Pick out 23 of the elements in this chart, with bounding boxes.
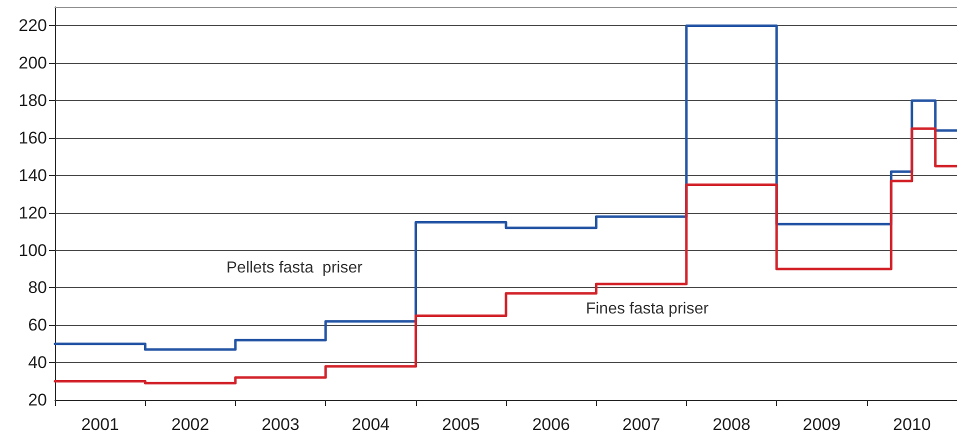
y-tick-label: 180 xyxy=(18,91,47,110)
y-tick-label: 160 xyxy=(18,128,47,148)
y-tick-label: 140 xyxy=(18,166,47,185)
x-tick-label: 2008 xyxy=(712,415,750,434)
y-tick-label: 20 xyxy=(28,390,47,410)
x-tick-label: 2005 xyxy=(442,415,480,434)
x-tick-label: 2004 xyxy=(352,415,390,434)
x-tick-label: 2009 xyxy=(802,415,841,434)
x-tick-label: 2001 xyxy=(81,415,120,434)
x-tick-label: 2003 xyxy=(262,415,300,434)
y-tick-label: 40 xyxy=(28,353,47,372)
x-tick-label: 2006 xyxy=(532,415,570,434)
x-tick-label: 2007 xyxy=(622,415,660,434)
y-tick-label: 120 xyxy=(18,203,47,222)
x-tick-label: 2010 xyxy=(892,415,931,434)
y-tick-label: 80 xyxy=(28,278,47,298)
y-tick-label: 200 xyxy=(18,54,47,73)
text: Pellets fasta priser xyxy=(226,260,364,277)
y-tick-label: 60 xyxy=(28,316,47,335)
y-tick-label: 220 xyxy=(18,16,47,36)
series-label: Fines fasta priser xyxy=(586,300,710,318)
y-tick-label: 100 xyxy=(18,240,47,260)
x-tick-label: 2002 xyxy=(171,415,210,434)
